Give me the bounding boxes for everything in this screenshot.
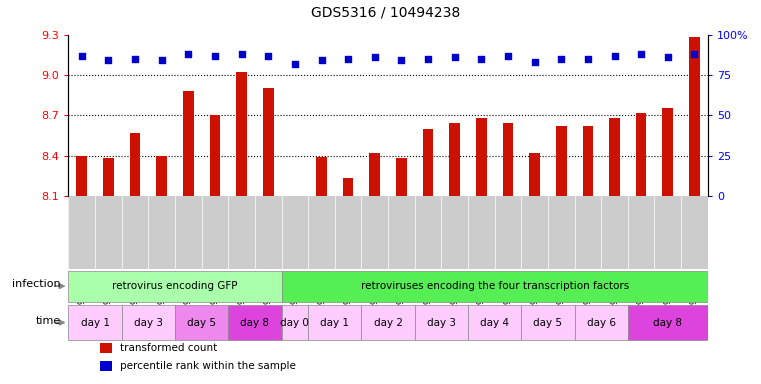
Bar	[183, 91, 193, 196]
Point	[342, 56, 354, 62]
Bar	[635, 113, 646, 196]
Text: percentile rank within the sample: percentile rank within the sample	[119, 361, 295, 371]
Point	[262, 53, 274, 59]
Bar	[282, 270, 708, 302]
Bar	[228, 305, 282, 340]
Point	[608, 53, 620, 59]
Text: day 3: day 3	[427, 318, 456, 328]
Point	[368, 54, 380, 60]
Bar	[282, 305, 308, 340]
Bar	[530, 153, 540, 196]
Point	[102, 57, 114, 63]
Bar	[662, 109, 673, 196]
Point	[475, 56, 487, 62]
Point	[129, 56, 142, 62]
Text: retroviruses encoding the four transcription factors: retroviruses encoding the four transcrip…	[361, 281, 629, 291]
Bar	[308, 305, 361, 340]
Text: day 2: day 2	[374, 318, 403, 328]
Point	[315, 57, 327, 63]
Text: GDS5316 / 10494238: GDS5316 / 10494238	[311, 5, 460, 19]
Point	[422, 56, 434, 62]
Bar	[556, 126, 566, 196]
Point	[688, 51, 700, 57]
Bar	[68, 270, 282, 302]
Point	[635, 51, 647, 57]
Bar	[209, 115, 220, 196]
Point	[209, 53, 221, 59]
Bar	[122, 305, 175, 340]
Bar	[236, 72, 247, 196]
Text: day 3: day 3	[134, 318, 163, 328]
Bar	[370, 153, 380, 196]
Text: day 1: day 1	[81, 318, 110, 328]
Text: day 1: day 1	[320, 318, 349, 328]
Text: day 0: day 0	[281, 318, 309, 328]
Text: day 8: day 8	[240, 318, 269, 328]
Point	[502, 53, 514, 59]
Bar	[521, 305, 575, 340]
Bar	[263, 88, 274, 196]
Bar	[129, 133, 140, 196]
Point	[236, 51, 248, 57]
Bar	[361, 305, 415, 340]
Bar	[103, 158, 114, 196]
Text: day 8: day 8	[653, 318, 683, 328]
Bar	[157, 156, 167, 196]
Bar	[100, 361, 112, 371]
Bar	[343, 179, 353, 196]
Text: day 4: day 4	[480, 318, 509, 328]
Bar	[396, 158, 406, 196]
Point	[182, 51, 194, 57]
Bar	[689, 37, 700, 196]
Bar	[449, 123, 460, 196]
Bar	[468, 305, 521, 340]
Point	[449, 54, 461, 60]
Bar	[76, 156, 87, 196]
Bar	[68, 305, 122, 340]
Bar	[628, 305, 708, 340]
Point	[555, 56, 567, 62]
Bar	[175, 305, 228, 340]
Point	[396, 57, 408, 63]
Bar	[575, 305, 628, 340]
Point	[528, 59, 540, 65]
Bar	[609, 118, 619, 196]
Point	[155, 57, 167, 63]
Text: day 5: day 5	[533, 318, 562, 328]
Text: day 5: day 5	[187, 318, 216, 328]
Bar	[100, 343, 112, 353]
Bar	[317, 157, 327, 196]
Point	[661, 54, 674, 60]
Text: infection: infection	[12, 279, 61, 290]
Point	[289, 61, 301, 67]
Point	[581, 56, 594, 62]
Text: day 6: day 6	[587, 318, 616, 328]
Bar	[583, 126, 594, 196]
Text: time: time	[36, 316, 61, 326]
Bar	[476, 118, 487, 196]
Point	[75, 53, 88, 59]
Bar	[423, 129, 434, 196]
Text: retrovirus encoding GFP: retrovirus encoding GFP	[113, 281, 237, 291]
Text: transformed count: transformed count	[119, 343, 217, 353]
Bar	[415, 305, 468, 340]
Bar	[502, 123, 513, 196]
